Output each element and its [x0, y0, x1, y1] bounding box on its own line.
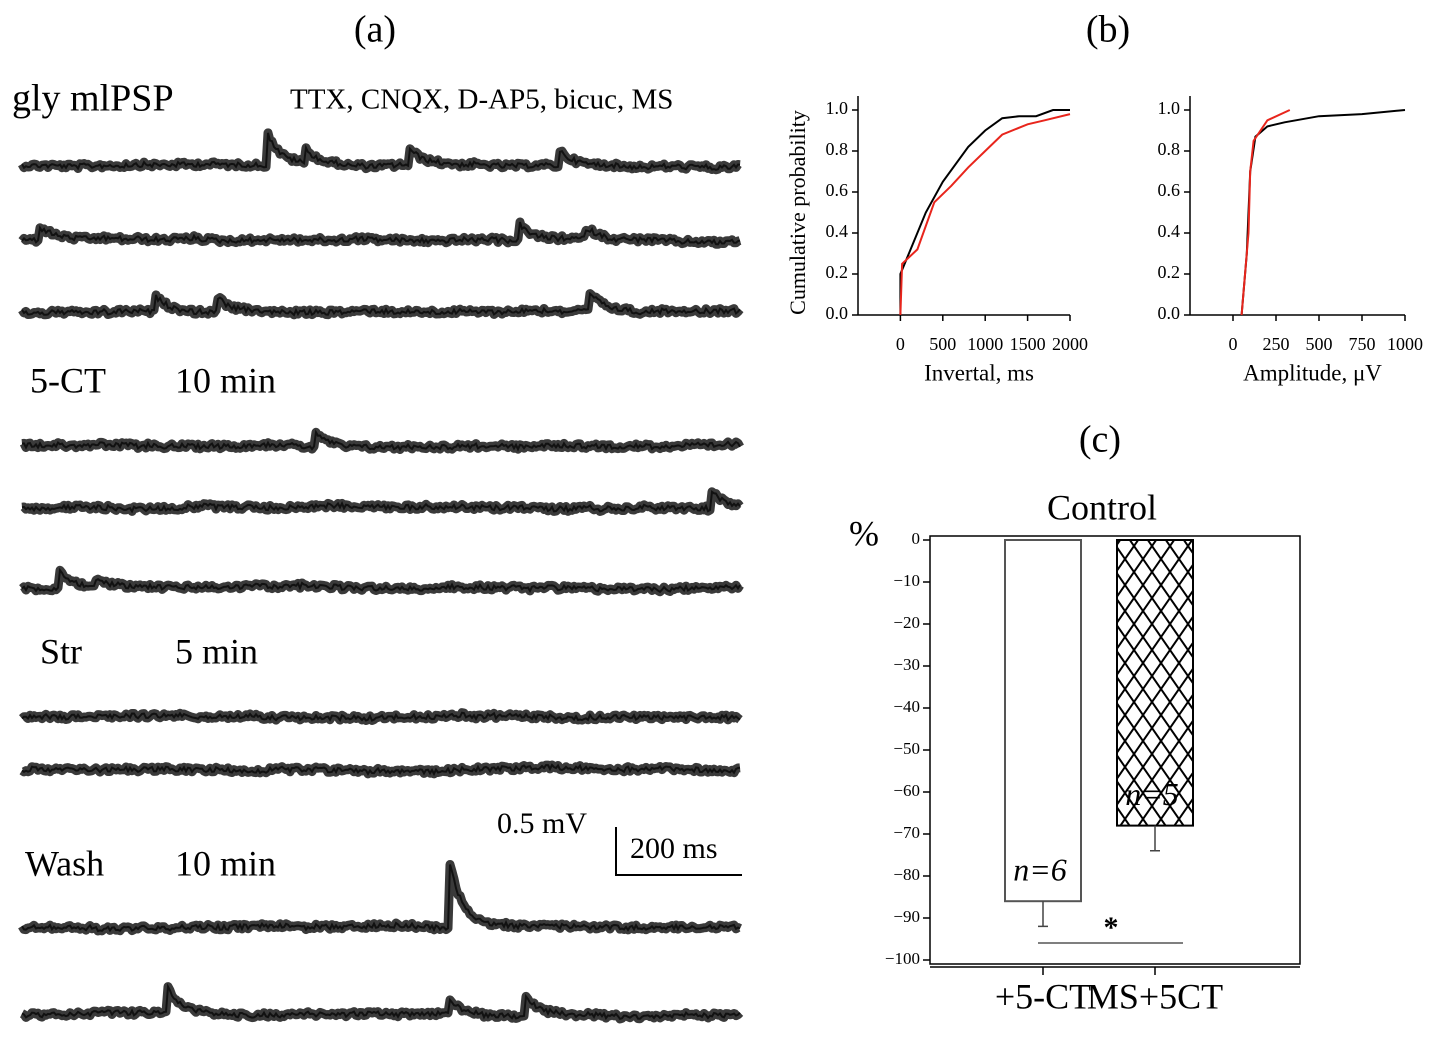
- y-tick-label: 0.6: [826, 180, 849, 200]
- trace: [21, 221, 741, 246]
- drug-label: TTX, CNQX, D-AP5, bicuc, MS: [290, 84, 673, 116]
- significance-mark: *: [1104, 911, 1119, 944]
- x-tick-label: 2000: [1052, 334, 1088, 354]
- x-tick-label: MS+5CT: [1087, 976, 1223, 1016]
- cdf-line: [1240, 109, 1406, 316]
- x-tick-label: 0: [1229, 334, 1238, 354]
- y-axis-label: Cumulative probability: [785, 110, 810, 315]
- time-label: 5 min: [175, 631, 258, 671]
- panel-label: (b): [1086, 9, 1130, 51]
- scale-bar: [615, 827, 742, 876]
- y-tick-label: −100: [885, 949, 920, 968]
- trace: [21, 489, 741, 514]
- value-note: n=5: [1125, 776, 1179, 812]
- y-tick-label: 0.8: [1158, 139, 1181, 159]
- x-tick-label: 1000: [1387, 334, 1423, 354]
- x-axis-label: Invertal, ms: [924, 360, 1034, 385]
- x-tick-label: 500: [929, 334, 956, 354]
- y-tick-label: 0.0: [1158, 303, 1181, 323]
- trace: [21, 763, 741, 777]
- trace: [21, 429, 741, 452]
- trace: [21, 864, 741, 933]
- y-tick-label: −20: [893, 613, 920, 632]
- y-tick-label: −10: [893, 571, 920, 590]
- y-tick-label: 0.2: [826, 262, 849, 282]
- x-tick-label: 750: [1349, 334, 1376, 354]
- y-tick-label: 0.4: [826, 221, 849, 241]
- error-bar: [1038, 901, 1048, 928]
- condition-label: Str: [40, 631, 82, 671]
- y-tick-label: 0.0: [826, 303, 849, 323]
- cdf-line: [899, 113, 1071, 316]
- y-tick-label: −90: [893, 907, 920, 926]
- trace: [21, 567, 741, 594]
- error-bar: [1150, 825, 1160, 852]
- y-axis-label: %: [849, 513, 879, 553]
- y-tick-label: 0.4: [1158, 221, 1181, 241]
- trace: [21, 983, 741, 1021]
- trace: [21, 132, 741, 171]
- time-label: 10 min: [175, 843, 276, 883]
- y-tick-label: 1.0: [826, 98, 849, 118]
- scale-label: 0.5 mV: [497, 807, 587, 840]
- y-tick-label: −30: [893, 655, 920, 674]
- y-tick-label: −60: [893, 781, 920, 800]
- y-tick-label: 0.2: [1158, 262, 1181, 282]
- trace: [21, 291, 741, 317]
- plot-frame: [929, 535, 1301, 965]
- cdf-line: [1240, 109, 1291, 316]
- y-tick-label: −70: [893, 823, 920, 842]
- scale-label: 200 ms: [630, 832, 718, 865]
- x-tick-label: 1500: [1010, 334, 1046, 354]
- condition-label: Wash: [25, 843, 104, 883]
- x-tick-label: 0: [896, 334, 905, 354]
- y-tick-label: −40: [893, 697, 920, 716]
- condition-label: 5-CT: [30, 360, 106, 400]
- x-tick-label: 250: [1263, 334, 1290, 354]
- cdf-line: [899, 109, 1070, 315]
- panel-label: (c): [1079, 419, 1121, 461]
- y-tick-label: 0.8: [826, 139, 849, 159]
- x-tick-label: 500: [1306, 334, 1333, 354]
- y-tick-label: 0: [912, 529, 921, 548]
- y-tick-label: 1.0: [1158, 98, 1181, 118]
- time-label: 10 min: [175, 360, 276, 400]
- x-tick-label: +5-CT: [995, 976, 1091, 1016]
- bar: [1004, 539, 1082, 903]
- trace: [21, 711, 741, 723]
- y-tick-label: −80: [893, 865, 920, 884]
- value-note: n=6: [1013, 852, 1067, 888]
- traces: [18, 128, 744, 1024]
- y-tick-label: 0.6: [1158, 180, 1181, 200]
- x-tick-label: 1000: [967, 334, 1003, 354]
- condition-label: gly mlPSP: [12, 78, 174, 120]
- y-tick-label: −50: [893, 739, 920, 758]
- panel-label: (a): [354, 9, 396, 51]
- x-axis-label: Amplitude, μV: [1243, 360, 1382, 385]
- chart-title: Control: [1047, 487, 1157, 527]
